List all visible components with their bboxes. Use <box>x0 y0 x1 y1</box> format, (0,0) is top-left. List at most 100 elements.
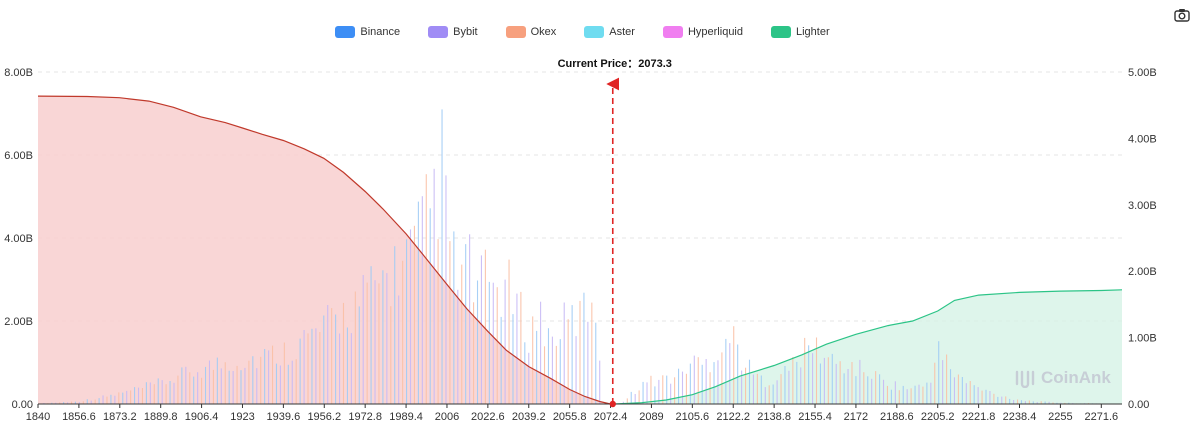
left-y-tick-label: 0.00 <box>12 399 33 411</box>
liquidation-bar <box>327 305 329 404</box>
liquidation-bar <box>780 374 782 404</box>
liquidation-bar <box>63 402 65 404</box>
liquidation-bar <box>457 289 459 404</box>
liquidation-bar <box>721 352 723 404</box>
liquidation-bar <box>354 291 356 404</box>
liquidation-bar <box>370 266 372 404</box>
liquidation-bar <box>114 395 116 404</box>
liquidation-bar <box>390 306 392 404</box>
liquidation-bar <box>882 379 885 404</box>
liquidation-bar <box>875 371 877 404</box>
liquidation-bar <box>94 399 96 404</box>
liquidation-bar <box>173 382 175 404</box>
liquidation-bar <box>433 168 435 404</box>
liquidation-bar <box>350 333 352 404</box>
x-tick-label: 2089 <box>639 411 663 423</box>
left-y-tick-label: 2.00B <box>4 316 33 328</box>
x-tick-label: 2155.4 <box>798 411 832 423</box>
x-tick-label: 1989.4 <box>389 411 423 423</box>
liquidation-bar <box>279 365 281 404</box>
liquidation-bar <box>291 360 293 404</box>
legend-swatch-bybit <box>428 26 449 38</box>
liquidation-bar <box>579 300 581 404</box>
right-y-tick-label: 0.00 <box>1128 399 1149 411</box>
legend-label-aster: Aster <box>609 26 635 38</box>
liquidation-bar <box>666 375 668 404</box>
liquidation-bar <box>946 354 948 404</box>
liquidation-bar <box>536 330 538 404</box>
liquidation-bar <box>823 357 825 404</box>
liquidation-bar <box>319 332 321 404</box>
cumulative-short-area <box>614 289 1122 404</box>
liquidation-bar <box>792 357 794 404</box>
liquidation-bar <box>248 360 250 404</box>
liquidation-bar <box>201 377 203 404</box>
liquidation-bar <box>417 201 419 404</box>
legend-label-lighter: Lighter <box>796 26 830 38</box>
liquidation-bar <box>315 328 317 404</box>
liquidation-bar <box>476 280 479 404</box>
liquidation-bar <box>867 376 869 404</box>
liquidation-bar <box>449 241 451 404</box>
liquidation-bar <box>737 344 739 404</box>
liquidation-bar <box>295 359 297 404</box>
liquidation-bar <box>441 109 443 405</box>
liquidation-bar <box>764 387 766 404</box>
legend-item-lighter[interactable]: Lighter <box>771 26 830 38</box>
liquidation-bar <box>733 326 735 404</box>
liquidation-bar <box>678 368 680 404</box>
left-y-tick-label: 6.00B <box>4 150 33 162</box>
liquidation-bar <box>752 374 754 404</box>
liquidation-bar <box>496 287 498 404</box>
liquidation-bar <box>102 395 104 404</box>
liquidation-bar <box>303 330 305 404</box>
liquidation-bar <box>177 375 179 404</box>
liquidation-bar <box>926 382 928 404</box>
liquidation-bar <box>193 376 195 404</box>
liquidation-bar <box>465 244 467 404</box>
liquidation-bar <box>508 259 510 404</box>
liquidation-bar <box>717 360 719 404</box>
camera-icon[interactable] <box>1174 8 1190 22</box>
liquidation-bar <box>827 357 829 404</box>
legend-item-okex[interactable]: Okex <box>505 26 556 38</box>
liquidation-bar <box>906 389 908 404</box>
liquidation-bar <box>394 246 396 404</box>
liquidation-bar <box>256 368 258 404</box>
liquidation-bar <box>540 301 542 404</box>
liquidation-bar <box>567 319 569 404</box>
liquidation-bar <box>847 369 849 404</box>
liquidation-bar <box>674 377 676 404</box>
liquidation-bar <box>745 367 747 404</box>
current-price-dot <box>609 400 616 408</box>
liquidation-bar <box>421 196 423 404</box>
legend-swatch-hyperliquid <box>662 26 683 38</box>
liquidation-bar <box>839 361 841 404</box>
legend-item-bybit[interactable]: Bybit <box>428 26 478 38</box>
liquidation-bar <box>646 382 648 404</box>
liquidation-bar <box>1020 400 1023 404</box>
watermark-text: CoinAnk <box>1041 368 1111 387</box>
x-tick-label: 1923 <box>230 411 254 423</box>
liquidation-bar <box>788 370 790 404</box>
legend-label-bybit: Bybit <box>453 26 478 38</box>
liquidation-bar <box>599 360 601 404</box>
right-y-tick-label: 3.00B <box>1128 200 1157 212</box>
liquidation-bar <box>260 356 262 404</box>
liquidation-bar <box>689 363 691 404</box>
legend-item-aster[interactable]: Aster <box>584 26 635 38</box>
x-tick-label: 2255 <box>1048 411 1072 423</box>
x-tick-label: 1840 <box>26 411 50 423</box>
x-tick-label: 1906.4 <box>185 411 219 423</box>
liquidation-bar <box>981 390 983 404</box>
liquidation-bar <box>575 336 577 404</box>
legend-item-binance[interactable]: Binance <box>335 26 400 38</box>
liquidation-bar <box>409 229 412 404</box>
liquidation-bar <box>406 239 408 404</box>
liquidation-bar <box>725 338 727 404</box>
x-tick-label: 1956.2 <box>307 411 341 423</box>
liquidation-bar <box>1001 396 1003 404</box>
legend-item-hyperliquid[interactable]: Hyperliquid <box>662 26 743 38</box>
x-tick-label: 1889.8 <box>144 411 178 423</box>
x-tick-label: 2188.6 <box>880 411 914 423</box>
